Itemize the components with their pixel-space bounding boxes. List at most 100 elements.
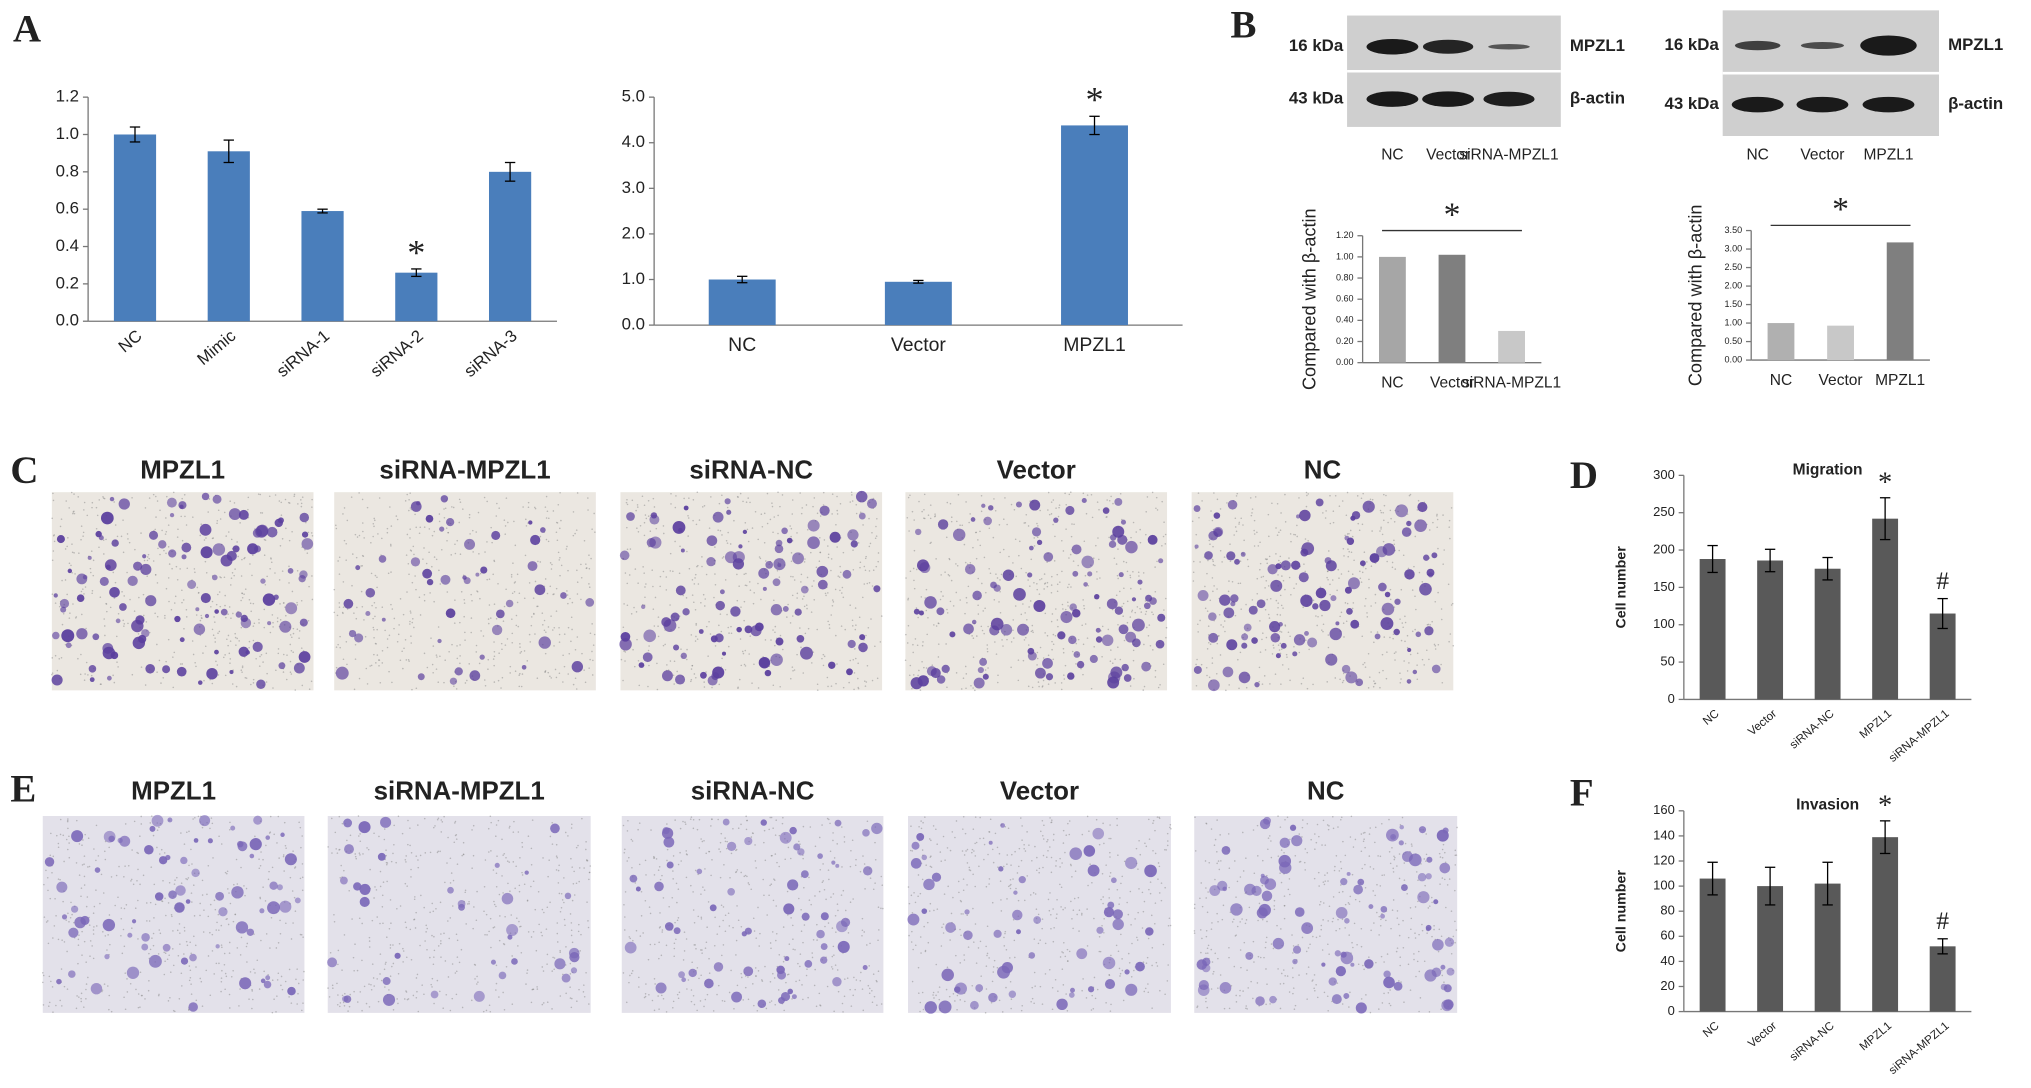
pore — [368, 1006, 371, 1008]
stained-cell — [377, 852, 386, 861]
pore — [272, 687, 274, 689]
pore — [929, 902, 932, 905]
pore — [1099, 577, 1101, 579]
pore — [358, 835, 360, 837]
pore — [1013, 508, 1016, 511]
stained-cell — [256, 679, 266, 689]
blot-marker: 16 kDa — [1665, 35, 1720, 54]
pore — [643, 572, 645, 574]
pore — [472, 551, 474, 553]
pore — [1347, 570, 1350, 573]
stained-cell — [260, 578, 266, 584]
pore — [1351, 607, 1354, 610]
pore — [809, 826, 812, 828]
pore — [419, 854, 422, 857]
pore — [1002, 548, 1005, 551]
pore — [86, 896, 89, 898]
pore — [1221, 561, 1223, 563]
pore — [640, 890, 643, 893]
pore — [799, 843, 801, 845]
pore — [60, 968, 63, 970]
pore — [47, 889, 49, 892]
pore — [266, 672, 268, 675]
pore — [90, 674, 93, 677]
stained-cell — [704, 978, 714, 989]
pore — [413, 553, 415, 556]
stained-cell — [68, 970, 76, 978]
pore — [684, 823, 687, 825]
pore — [206, 893, 208, 896]
pore — [289, 671, 292, 673]
pore — [152, 932, 155, 935]
pore — [760, 598, 762, 601]
pore — [377, 1000, 380, 1003]
pore — [632, 648, 634, 651]
pore — [1119, 590, 1121, 593]
pore — [59, 878, 61, 881]
pore — [1326, 681, 1329, 683]
pore — [144, 507, 147, 509]
stained-cell — [473, 990, 485, 1002]
pore — [1326, 570, 1329, 572]
pore — [1165, 849, 1168, 851]
pore — [228, 941, 231, 944]
pore — [404, 639, 407, 641]
pore — [1389, 588, 1392, 591]
pore — [152, 560, 155, 562]
pore — [1081, 624, 1083, 627]
pore — [649, 912, 652, 915]
pore — [91, 506, 93, 509]
stained-cell — [1194, 544, 1199, 549]
pore — [653, 506, 656, 508]
pore — [410, 876, 412, 878]
micrograph-background — [907, 816, 1171, 1013]
pore — [695, 948, 697, 950]
pore — [756, 1009, 759, 1012]
pore — [636, 506, 639, 508]
pore — [766, 914, 768, 916]
pore — [180, 832, 182, 834]
pore — [983, 632, 985, 635]
pore — [156, 671, 158, 673]
pore — [63, 985, 66, 988]
pore — [1253, 519, 1256, 522]
pore — [1014, 605, 1017, 607]
pore — [1023, 639, 1026, 641]
pore — [301, 889, 304, 892]
stained-cell — [1330, 595, 1337, 602]
pore — [1056, 590, 1059, 593]
pore — [719, 529, 722, 532]
pore — [753, 663, 755, 666]
pore — [1216, 642, 1219, 645]
pore — [852, 658, 855, 661]
stained-cell — [816, 929, 825, 939]
pore — [514, 544, 517, 547]
pore — [488, 604, 491, 606]
pore — [339, 848, 341, 851]
pore — [551, 821, 554, 824]
stained-cell — [977, 666, 984, 674]
pore — [1026, 831, 1028, 833]
pore — [962, 913, 964, 915]
pore — [228, 828, 231, 831]
pore — [774, 853, 777, 855]
pore — [705, 671, 707, 673]
pore — [294, 867, 296, 869]
pore — [782, 960, 785, 963]
pore — [1280, 648, 1283, 650]
pore — [1361, 571, 1364, 574]
pore — [834, 588, 837, 591]
pore — [383, 838, 386, 841]
stained-cell — [712, 666, 725, 679]
pore — [623, 851, 626, 854]
pore — [426, 927, 428, 930]
stained-cell — [88, 665, 97, 673]
pore — [183, 843, 186, 845]
pore — [231, 572, 234, 574]
pore — [807, 996, 809, 999]
pore — [842, 596, 845, 599]
stained-cell — [1325, 560, 1337, 572]
pore — [402, 961, 404, 963]
stained-cell — [238, 646, 249, 657]
pore — [1236, 492, 1239, 495]
